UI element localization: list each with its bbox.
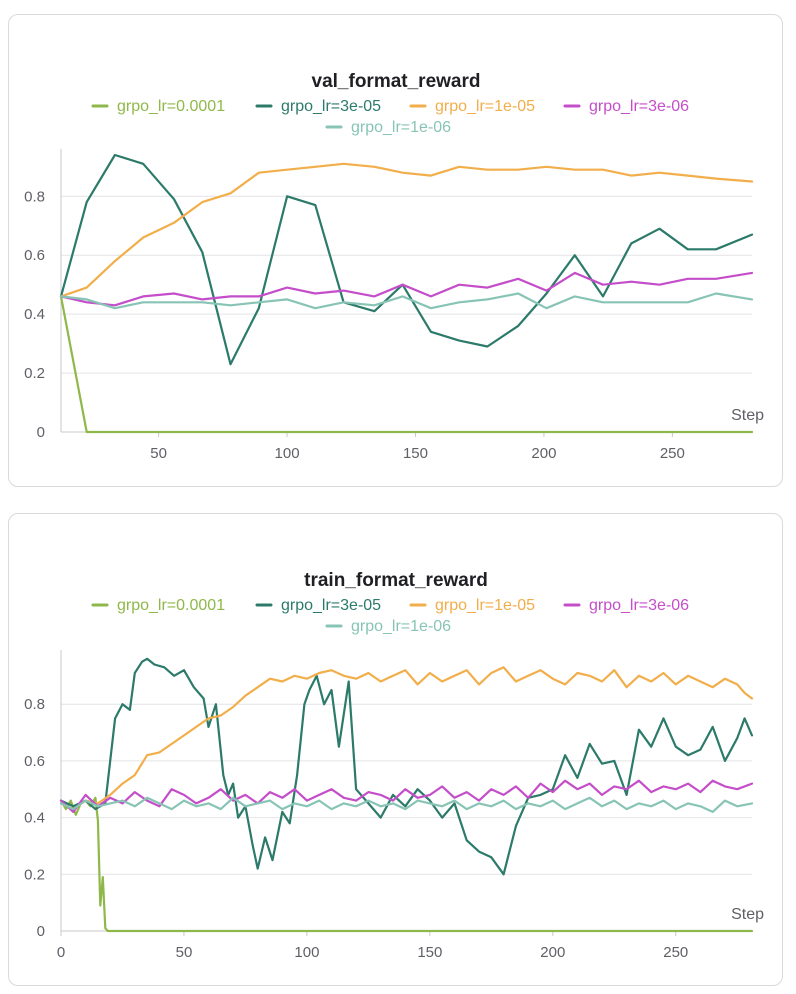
legend-label: grpo_lr=1e-05 xyxy=(435,98,535,115)
legend-label: grpo_lr=1e-05 xyxy=(435,597,535,614)
y-tick-label: 0.6 xyxy=(24,753,45,770)
series-line-grpo_lr=1e-06 xyxy=(59,292,754,310)
y-tick-label: 0.4 xyxy=(24,810,45,827)
legend-label: grpo_lr=0.0001 xyxy=(117,597,225,614)
series-line-grpo_lr=1e-05 xyxy=(59,666,754,811)
chart-title: val_format_reward xyxy=(312,71,481,92)
val-format-reward-chart: val_format_reward 0 0.2 0.4 0.6 0.8 50 100 150 2… xyxy=(24,71,764,462)
x-tick-label: 150 xyxy=(417,944,442,961)
y-tick-label: 0.8 xyxy=(24,696,45,713)
legend-label: grpo_lr=1e-06 xyxy=(351,119,451,136)
y-tick-label: 0.2 xyxy=(24,365,45,382)
x-tick-label: 0 xyxy=(57,944,65,961)
series-line-grpo_lr=0.0001 xyxy=(59,295,754,434)
x-tick-label: 200 xyxy=(540,944,565,961)
x-tick-label: 250 xyxy=(660,445,685,462)
x-axis-title: Step xyxy=(731,407,764,424)
legend-label: grpo_lr=3e-05 xyxy=(281,98,381,115)
legend-label: grpo_lr=3e-06 xyxy=(589,597,689,614)
legend-label: grpo_lr=0.0001 xyxy=(117,98,225,115)
legend-label: grpo_lr=3e-05 xyxy=(281,597,381,614)
legend-label: grpo_lr=1e-06 xyxy=(351,618,451,635)
y-tick-label: 0.4 xyxy=(24,306,45,323)
x-tick-label: 50 xyxy=(150,445,167,462)
series-line-grpo_lr=3e-06 xyxy=(59,271,754,307)
series-line-grpo_lr=1e-06 xyxy=(59,796,754,813)
x-tick-label: 50 xyxy=(176,944,193,961)
chart-title: train_format_reward xyxy=(304,570,488,591)
y-tick-label: 0 xyxy=(37,424,45,441)
legend-label: grpo_lr=3e-06 xyxy=(589,98,689,115)
x-tick-label: 100 xyxy=(294,944,319,961)
x-tick-label: 100 xyxy=(275,445,300,462)
train-format-reward-chart: train_format_reward 0 0.2 0.4 0.6 0.8 0 50 100 1… xyxy=(24,570,764,961)
series-line-grpo_lr=3e-05 xyxy=(59,657,754,876)
y-tick-label: 0.2 xyxy=(24,866,45,883)
x-axis-title: Step xyxy=(731,906,764,923)
series-line-grpo_lr=1e-05 xyxy=(59,162,754,298)
x-tick-label: 200 xyxy=(531,445,556,462)
x-tick-label: 250 xyxy=(663,944,688,961)
val-format-reward-panel: val_format_reward 0 0.2 0.4 0.6 0.8 50 100 150 2… xyxy=(8,14,783,487)
series-line-grpo_lr=3e-05 xyxy=(59,153,754,366)
series-line-grpo_lr=0.0001 xyxy=(59,796,754,933)
y-tick-label: 0.8 xyxy=(24,188,45,205)
train-format-reward-panel: train_format_reward 0 0.2 0.4 0.6 0.8 0 50 100 1… xyxy=(8,513,783,986)
series-line-grpo_lr=3e-06 xyxy=(59,779,754,813)
x-tick-label: 150 xyxy=(403,445,428,462)
y-tick-label: 0 xyxy=(37,923,45,940)
y-tick-label: 0.6 xyxy=(24,247,45,264)
